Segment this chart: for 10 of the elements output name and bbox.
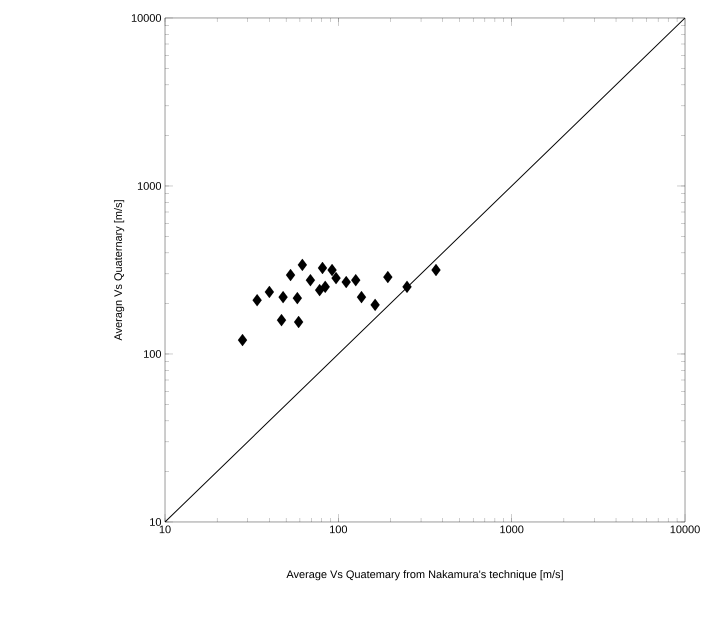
x-axis-title: Average Vs Quatemary from Nakamura's technique [m/s] — [286, 570, 563, 580]
y-tick-label: 10 — [150, 518, 162, 526]
y-tick-label: 10000 — [132, 14, 162, 22]
y-tick-label: 1000 — [138, 182, 162, 190]
x-tick-label: 1000 — [500, 526, 524, 534]
y-axis-title: Averagn Vs Quaternary [m/s] — [114, 200, 124, 341]
x-tick-label: 10 — [160, 526, 171, 534]
y-tick-label: 100 — [144, 350, 162, 358]
x-tick-label: 100 — [330, 526, 348, 534]
x-tick-label: 10000 — [670, 526, 700, 534]
